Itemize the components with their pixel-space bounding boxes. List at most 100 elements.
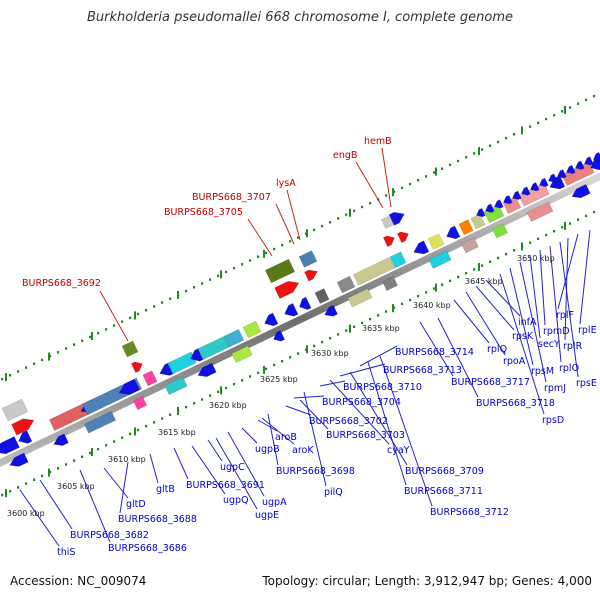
reverse-gene-label: BURPS668_3703 xyxy=(326,430,405,441)
inner-tick-row-dot xyxy=(17,486,20,489)
outer-tick-row-dot xyxy=(417,178,420,182)
outer-tick-row-dot xyxy=(401,186,404,190)
forward-gene-label: BURPS668_3707 xyxy=(192,192,271,203)
reverse-gene-label: rplQ xyxy=(487,344,507,355)
outer-tick-row-dot xyxy=(153,305,156,308)
reverse-feature-block xyxy=(526,201,554,222)
inner-tick-row-dot xyxy=(529,241,532,244)
kbp-tick-marks xyxy=(1,94,596,498)
reverse-gene-label: aroB xyxy=(275,432,297,443)
reverse-gene-arrow xyxy=(571,184,591,199)
inner-tick-row-dot xyxy=(241,379,244,382)
reverse-gene-arrow xyxy=(18,430,33,444)
outer-tick-row-dot xyxy=(161,301,164,304)
reverse-leader-line xyxy=(519,261,547,383)
reverse-gene-arrow xyxy=(299,296,312,310)
outer-tick-row-dot xyxy=(129,316,132,320)
inner-tick-row-dot xyxy=(553,229,556,233)
outer-tick-row-dot xyxy=(265,251,268,255)
forward-gene-arrow xyxy=(130,361,143,374)
outer-tick-row-dot xyxy=(137,312,140,316)
reverse-strand-features xyxy=(0,151,600,467)
reverse-feature-block xyxy=(458,219,474,236)
kbp-label: 3620 kbp xyxy=(209,401,247,410)
outer-tick-row-dot xyxy=(17,370,20,373)
kbp-label: 3610 kbp xyxy=(108,455,146,464)
reverse-leader-line xyxy=(79,469,111,543)
reverse-leader-line xyxy=(19,489,60,547)
reverse-gene-labels: thiS BURPS668_3682 BURPS668_3686 gltD BURPS6… xyxy=(57,310,597,558)
forward-gene-label: hemB xyxy=(364,136,392,147)
reverse-gene-arrow xyxy=(413,240,430,255)
inner-tick-row-dot xyxy=(337,333,340,336)
reverse-leader-line xyxy=(261,417,295,445)
forward-feature-block xyxy=(121,340,139,358)
outer-tick-row-dot xyxy=(585,98,588,102)
reverse-gene-label: BURPS668_3714 xyxy=(395,347,474,358)
reverse-gene-label: rpsM xyxy=(531,366,554,377)
inner-tick-row-dot xyxy=(161,417,164,420)
reverse-leader-line xyxy=(499,273,545,415)
inner-tick-row-dot xyxy=(129,432,132,436)
forward-gene-labels: BURPS668_3692 BURPS668_3705 BURPS668_3707 l… xyxy=(22,136,392,289)
outer-tick-row-dot xyxy=(441,167,444,170)
reverse-leader-line xyxy=(39,479,73,530)
inner-tick-row-dot xyxy=(97,447,100,451)
reverse-gene-arrow xyxy=(0,436,20,455)
reverse-leader-line xyxy=(339,363,386,377)
outer-tick-row-dot xyxy=(169,297,172,300)
reverse-gene-arrow xyxy=(53,433,69,446)
forward-gene-label: lysA xyxy=(276,178,296,189)
inner-tick-row-dot xyxy=(385,310,388,313)
outer-tick-row-dot xyxy=(489,144,492,147)
reverse-feature-block xyxy=(132,396,148,411)
reverse-gene-arrow xyxy=(593,151,600,162)
outer-tick-row-dot xyxy=(497,140,500,144)
chromosome-backbone xyxy=(0,172,600,467)
reverse-feature-block xyxy=(470,213,486,230)
inner-tick-row-dot xyxy=(449,279,452,283)
inner-tick-row-dot xyxy=(153,421,156,424)
map-title: Burkholderia pseudomallei 668 chromosome… xyxy=(86,10,514,25)
reverse-gene-label: BURPS668_3712 xyxy=(430,507,509,518)
outer-tick-row-dot xyxy=(505,136,508,140)
inner-tick-row-dot xyxy=(457,275,460,279)
reverse-gene-label: ugpB xyxy=(255,444,280,455)
inner-tick-row-dot xyxy=(273,363,276,367)
outer-tick-row-dot xyxy=(433,171,436,174)
reverse-leader-line xyxy=(453,299,490,344)
reverse-feature-block xyxy=(142,370,158,387)
reverse-gene-arrow xyxy=(557,169,567,179)
inner-tick-row-dot xyxy=(9,490,12,493)
inner-tick-row-dot xyxy=(65,463,68,466)
inner-tick-row-dot xyxy=(257,371,260,374)
outer-tick-row-dot xyxy=(337,217,340,220)
reverse-gene-label: rpmD xyxy=(543,326,570,337)
outer-tick-row-dot xyxy=(145,309,148,312)
reverse-leader-line xyxy=(303,391,327,487)
outer-tick-row-dot xyxy=(569,106,572,109)
reverse-gene-label: ugpQ xyxy=(223,495,249,506)
outer-tick-row-dot xyxy=(465,156,468,159)
inner-tick-row-dot xyxy=(217,390,220,393)
inner-tick-row-dot xyxy=(361,321,364,325)
kbp-label: 3640 kbp xyxy=(413,301,451,310)
reverse-gene-label: aroK xyxy=(292,445,314,456)
reverse-leader-line xyxy=(564,237,569,341)
reverse-gene-label: rpsE xyxy=(576,378,597,389)
outer-tick-row-dot xyxy=(593,94,596,98)
genome-stats-text: Topology: circular; Length: 3,912,947 bp… xyxy=(262,574,592,588)
reverse-gene-arrow xyxy=(284,303,299,317)
reverse-gene-label: ugpE xyxy=(255,510,279,521)
outer-tick-row-dot xyxy=(25,366,28,369)
outer-tick-row-dot xyxy=(217,274,220,277)
inner-tick-row-dot xyxy=(81,455,84,459)
inner-tick-row-dot xyxy=(577,218,580,221)
reverse-feature-block xyxy=(164,376,188,396)
inner-tick-row-dot xyxy=(545,233,548,237)
reverse-gene-arrow xyxy=(530,182,540,192)
reverse-gene-label: BURPS668_3691 xyxy=(186,480,265,491)
forward-leader-line xyxy=(275,203,295,245)
outer-tick-row-dot xyxy=(185,289,188,293)
outer-tick-row-dot xyxy=(113,324,116,327)
